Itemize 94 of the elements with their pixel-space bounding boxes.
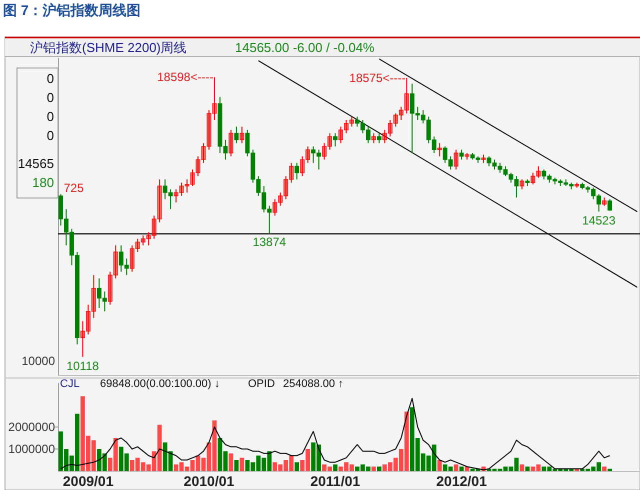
y-tick-label: 1000000 — [8, 442, 56, 456]
text: 14565.00 -6.00 / -0.04% — [235, 40, 375, 55]
bar — [372, 466, 376, 471]
candlestick — [328, 132, 332, 150]
candlestick — [574, 182, 580, 188]
bar — [228, 453, 234, 471]
bar — [454, 464, 458, 471]
text: 13874 — [252, 235, 286, 250]
candlestick — [371, 132, 376, 144]
annotation: OPID — [248, 378, 275, 390]
candlestick — [272, 198, 278, 216]
candlestick — [278, 192, 283, 206]
candlestick — [306, 146, 310, 164]
candlestick — [333, 132, 338, 147]
bar — [437, 460, 442, 471]
candlestick — [212, 76, 217, 121]
bar — [602, 466, 607, 471]
text: 0 — [46, 109, 54, 124]
candlestick — [196, 156, 200, 177]
candlestick — [240, 126, 244, 144]
bar — [234, 460, 239, 471]
bar — [459, 466, 464, 471]
candlestick — [108, 271, 112, 306]
text: 14565 — [18, 156, 54, 171]
candlestick — [146, 232, 151, 246]
bar — [294, 462, 300, 471]
text: 10118 — [66, 358, 99, 373]
annotation: CJL — [60, 378, 80, 390]
bar — [525, 466, 530, 471]
candlestick — [530, 172, 536, 185]
text: 18598 — [157, 70, 190, 84]
candlestick — [388, 120, 392, 138]
candlestick — [393, 112, 398, 128]
candlestick — [322, 142, 327, 160]
candlestick — [179, 182, 184, 196]
candlestick — [481, 154, 486, 164]
annotation: <---- — [382, 70, 406, 85]
line-series — [60, 398, 610, 470]
candlestick — [350, 116, 354, 128]
text: 14523 — [582, 214, 616, 228]
annotation: 254088.00 ↑ — [283, 378, 344, 390]
annotation: 69848.00(0.00:100.00) ↓ — [100, 378, 220, 390]
candlestick — [376, 132, 382, 144]
candlestick — [464, 152, 470, 160]
y-tick-label: 2000000 — [8, 420, 56, 434]
candlestick — [184, 178, 190, 194]
candlestick — [338, 126, 343, 144]
text: 0 — [46, 90, 54, 105]
candlestick — [80, 320, 85, 358]
candlestick — [437, 142, 442, 157]
candlestick — [190, 168, 195, 186]
text: 18575 — [349, 70, 383, 85]
candlestick — [300, 156, 305, 177]
candlestick — [86, 304, 90, 335]
candlestick — [602, 197, 607, 206]
candlestick — [398, 106, 404, 121]
candlestick — [284, 176, 288, 200]
candlestick — [130, 244, 134, 272]
candlestick — [536, 166, 541, 178]
candlestick — [157, 178, 162, 223]
bar — [240, 458, 244, 471]
candlestick — [454, 149, 458, 170]
candlestick — [404, 77, 409, 114]
candlestick — [344, 120, 348, 134]
chart-subtitle: 沪铝指数(SHME 2200)周线 — [30, 40, 187, 55]
chart-title: 图 7：沪铝指数周线图 — [3, 2, 141, 18]
x-tick-label: 2009/01 — [62, 473, 114, 489]
text: 10000 — [22, 354, 56, 368]
candlestick — [459, 149, 464, 160]
candlestick — [201, 142, 206, 164]
annotation: 725 — [64, 181, 84, 196]
candlestick — [520, 178, 524, 190]
annotation: <---- — [190, 70, 214, 84]
bar — [333, 464, 338, 471]
candlestick — [228, 129, 234, 157]
candlestick — [91, 274, 96, 318]
candlestick — [382, 129, 387, 144]
bar — [520, 464, 524, 471]
candlestick — [289, 162, 294, 184]
candlestick — [206, 110, 212, 150]
x-tick-label: 2010/01 — [184, 473, 235, 489]
bar — [377, 466, 382, 471]
candlestick — [140, 234, 146, 246]
x-tick-label: 2012/01 — [436, 473, 488, 489]
x-tick-label: 2011/01 — [310, 473, 360, 489]
candlestick — [113, 244, 118, 279]
text: 180 — [32, 175, 54, 190]
candlestick — [234, 126, 239, 144]
text: 0 — [46, 71, 54, 86]
candlestick — [135, 238, 140, 252]
text: 0 — [46, 128, 54, 143]
candlestick — [174, 188, 178, 203]
candlestick — [294, 162, 300, 180]
candlestick — [152, 215, 156, 240]
